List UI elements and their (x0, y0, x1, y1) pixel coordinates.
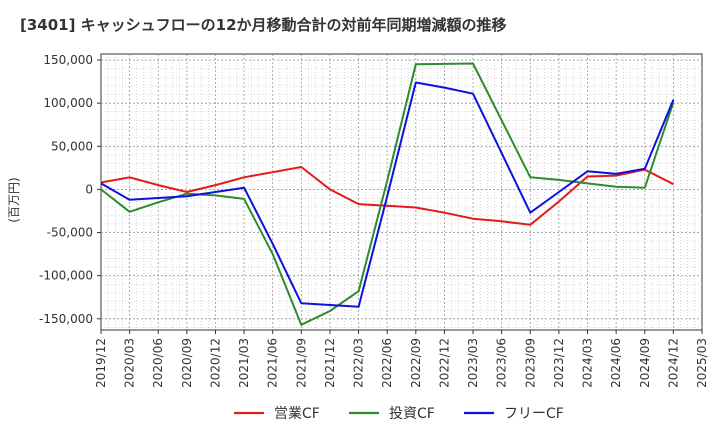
x-tick-label: 2022/03 (352, 338, 366, 388)
y-tick-label: -150,000 (39, 312, 93, 326)
y-axis-label: (百万円) (7, 177, 21, 222)
x-tick-label: 2019/12 (94, 338, 108, 388)
x-tick-label: 2021/12 (323, 338, 337, 388)
chart-title: [3401] キャッシュフローの12か月移動合計の対前年同期増減額の推移 (20, 16, 507, 34)
x-tick-label: 2021/06 (266, 338, 280, 388)
grid-lines (101, 54, 702, 330)
x-tick-label: 2021/03 (237, 338, 251, 388)
y-tick-label: -50,000 (47, 226, 93, 240)
y-tick-label: 100,000 (43, 96, 93, 110)
x-tick-label: 2024/09 (638, 338, 652, 388)
x-tick-label: 2024/06 (609, 338, 623, 388)
x-tick-label: 2025/03 (695, 338, 709, 388)
y-tick-label: 0 (85, 182, 93, 196)
x-tick-label: 2021/09 (294, 338, 308, 388)
y-axis-ticks: 150,000 100,000 50,000 0 -50,000 -100,000 -150… (39, 53, 101, 326)
legend-label-3: フリーCF (504, 406, 564, 422)
x-tick-label: 2022/06 (380, 338, 394, 388)
series-line-1 (100, 166, 674, 226)
legend-label-2: 投資CF (389, 406, 435, 422)
x-tick-label: 2024/03 (581, 338, 595, 388)
series-line-3 (100, 81, 675, 308)
x-tick-label: 2023/09 (523, 338, 537, 388)
legend: 営業CF 投資CF フリーCF (234, 406, 564, 422)
legend-label-1: 営業CF (274, 406, 320, 422)
x-tick-label: 2020/06 (151, 338, 165, 388)
x-tick-label: 2024/12 (666, 338, 680, 388)
x-tick-label: 2020/09 (180, 338, 194, 388)
series-layer (100, 62, 675, 326)
x-tick-label: 2023/03 (466, 338, 480, 388)
x-tick-label: 2023/06 (495, 338, 509, 388)
x-tick-label: 2023/12 (552, 338, 566, 388)
x-tick-label: 2020/03 (123, 338, 137, 388)
y-tick-label: -100,000 (39, 269, 93, 283)
x-tick-label: 2020/12 (208, 338, 222, 388)
x-tick-label: 2022/09 (409, 338, 423, 388)
x-axis-ticks: 2019/12 2020/03 2020/06 2020/09 2020/12 2021/… (94, 330, 709, 388)
y-tick-label: 150,000 (43, 53, 93, 67)
y-tick-label: 50,000 (51, 139, 93, 153)
x-tick-label: 2022/12 (437, 338, 451, 388)
